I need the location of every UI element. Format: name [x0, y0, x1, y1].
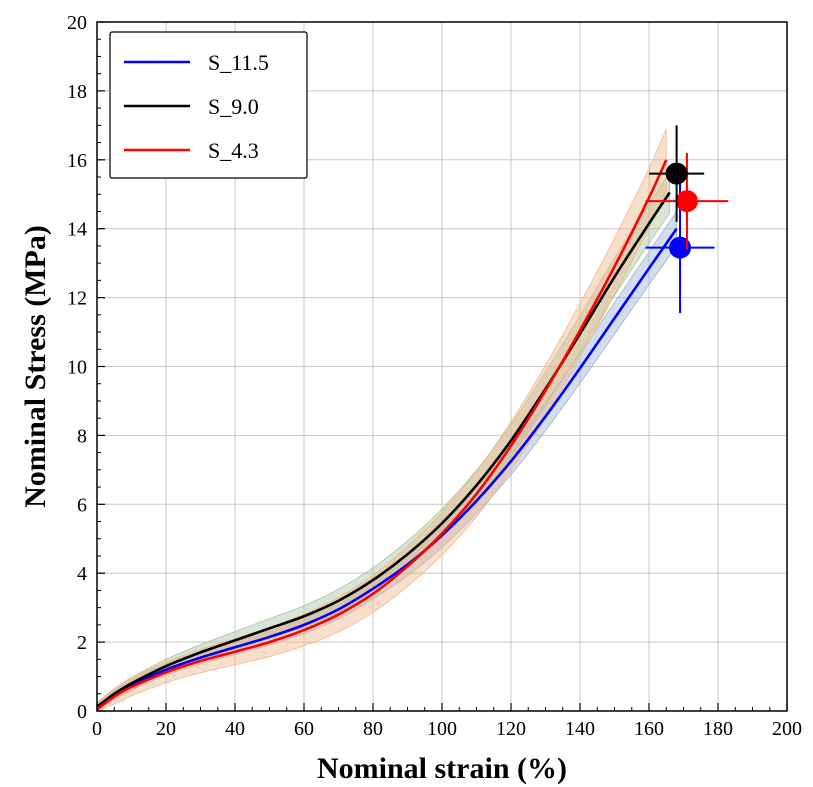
- legend-box: [109, 31, 308, 179]
- y-tick-label: 20: [67, 12, 87, 34]
- tick-labels: 0 20 40 60 80 100 120 140 160 180 200 0 2 4 6 8 10 12 14 16…: [67, 12, 802, 740]
- y-tick-label: 6: [77, 494, 87, 516]
- end-point-S_9.0: [665, 162, 688, 185]
- x-tick-label: 100: [427, 718, 457, 740]
- series-line-S_11.5: [96, 227, 678, 709]
- x-tick-label: 60: [294, 718, 314, 740]
- y-tick-label: 2: [77, 632, 87, 654]
- series-lines: [96, 159, 678, 711]
- y-tick-label: 0: [77, 701, 87, 723]
- legend-label-S_4.3: S_4.3: [208, 138, 259, 163]
- y-tick-label: 12: [67, 288, 87, 310]
- x-tick-label: 120: [496, 718, 526, 740]
- x-tick-label: 80: [363, 718, 383, 740]
- axis-ticks: [96, 21, 788, 712]
- end-points: [645, 125, 729, 314]
- legend-label-S_11.5: S_11.5: [208, 50, 269, 75]
- confidence-bands: [96, 128, 677, 712]
- legend: S_11.5 S_9.0 S_4.3: [109, 31, 308, 179]
- x-tick-label: 0: [92, 718, 102, 740]
- y-tick-label: 4: [77, 563, 87, 585]
- x-tick-label: 20: [156, 718, 176, 740]
- x-axis-title: Nominal strain (%): [317, 752, 567, 785]
- x-tick-label: 160: [634, 718, 664, 740]
- y-tick-label: 10: [67, 357, 87, 379]
- y-axis-title: Nominal Stress (MPa): [19, 225, 52, 508]
- x-tick-label: 40: [225, 718, 245, 740]
- x-tick-label: 140: [565, 718, 595, 740]
- legend-label-S_9.0: S_9.0: [208, 94, 259, 119]
- end-point-S_4.3: [675, 190, 698, 213]
- series-line-S_4.3: [96, 159, 668, 711]
- y-tick-label: 16: [67, 150, 87, 172]
- x-tick-label: 180: [703, 718, 733, 740]
- x-tick-label: 200: [772, 718, 802, 740]
- end-point-S_11.5: [669, 236, 692, 259]
- y-tick-label: 14: [67, 219, 87, 241]
- band-S_9.0: [96, 170, 671, 712]
- band-S_4.3: [96, 128, 667, 712]
- y-tick-label: 8: [77, 425, 87, 447]
- series-line-S_9.0: [96, 191, 671, 708]
- y-tick-label: 18: [67, 81, 87, 103]
